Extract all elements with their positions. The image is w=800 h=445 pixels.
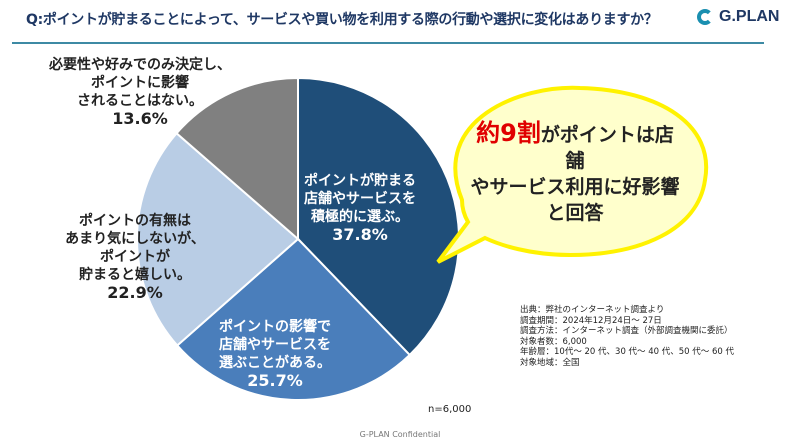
page-title: Q:ポイントが貯まることによって、サービスや買い物を利用する際の行動や選択に変化… bbox=[26, 12, 658, 28]
pie-chart bbox=[136, 76, 460, 401]
pie-slice-1 bbox=[175, 237, 412, 401]
pie-slice-3 bbox=[175, 76, 299, 242]
slice-label-2: ポイントの有無は あまり気にしないが、 ポイントが 貯まると嬉しい。 22.9% bbox=[65, 213, 205, 302]
logo-text: G.PLAN bbox=[719, 8, 780, 25]
header-divider bbox=[12, 42, 764, 44]
footer: G-PLAN Confidential bbox=[359, 430, 441, 439]
source-notes: 出典：弊社のインターネット調査より 調査期間：2024年12月24日～ 27日 調査… bbox=[520, 305, 735, 368]
pie-slice-0 bbox=[297, 76, 460, 357]
slice-label-3: 必要性や好みでのみ決定し、 ポイントに影響 されることはない。 13.6% bbox=[49, 57, 231, 128]
logo-icon bbox=[697, 9, 713, 25]
sample-size: n=6,000 bbox=[428, 404, 472, 415]
callout-bubble bbox=[436, 85, 709, 264]
logo: G.PLAN bbox=[697, 8, 779, 26]
slice-label-0: ポイントが貯まる 店舗やサービスを 積極的に選ぶ。 37.8% bbox=[304, 173, 416, 244]
callout-text: 約9割がポイントは店舗 やサービス利用に好影響 と回答 bbox=[470, 119, 680, 224]
pie-slice-2 bbox=[136, 131, 300, 347]
slice-label-1: ポイントの影響で 店舗やサービスを 選ぶことがある。 25.7% bbox=[219, 319, 331, 390]
